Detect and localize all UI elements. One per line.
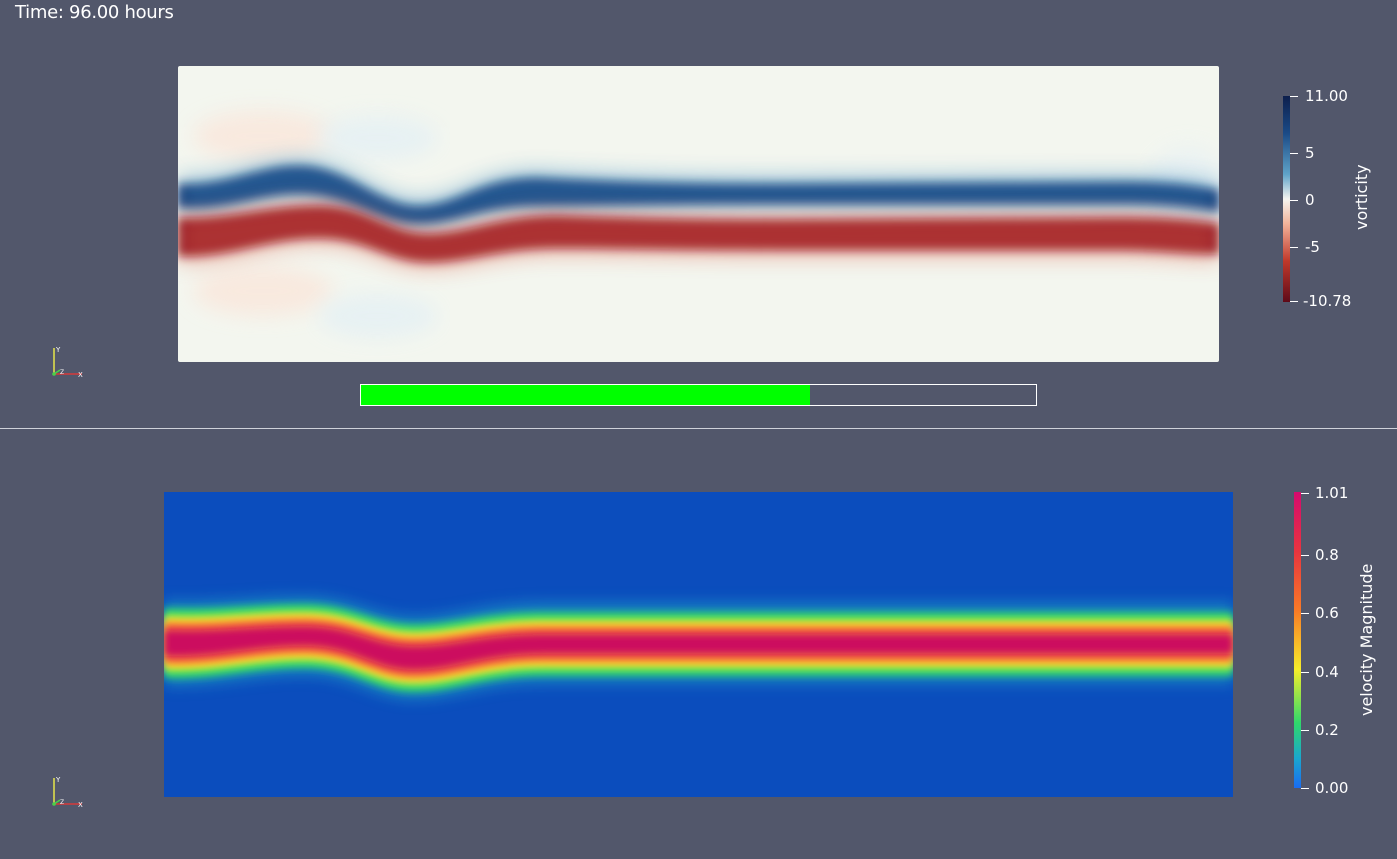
colorbar-tick-label: 0.4 [1315, 663, 1339, 681]
axis-z-label: Z [60, 799, 64, 806]
axis-y-label: Y [55, 346, 61, 354]
colorbar-title: velocity Magnitude [1357, 563, 1376, 716]
axis-x-label: X [78, 371, 83, 378]
progress-bar-fill [361, 385, 810, 405]
colorbar-tick [1290, 200, 1298, 201]
colorbar-tick [1290, 96, 1298, 97]
colorbar-tick-label: 1.01 [1315, 484, 1349, 502]
colorbar-tick-label: -5 [1305, 238, 1320, 256]
colorbar-tick [1301, 672, 1309, 673]
time-annotation: Time: 96.00 hours [15, 2, 174, 23]
colorbar-tick-label: 5 [1305, 144, 1315, 162]
vorticity-field-plot [178, 66, 1219, 362]
axis-x-label: X [78, 801, 83, 808]
colorbar-tick [1290, 301, 1298, 302]
colorbar-tick-label: 0.8 [1315, 546, 1339, 564]
colorbar-tick [1301, 788, 1309, 789]
velocity-view[interactable]: 1.01 0.8 0.6 0.4 0.2 0.00 velocity Magni… [0, 430, 1397, 859]
progress-bar [360, 384, 1037, 406]
axis-y-label: Y [55, 776, 61, 784]
velocity-colorbar[interactable] [1294, 492, 1301, 788]
orientation-axes-widget: Y X Z [48, 774, 88, 808]
colorbar-tick [1301, 730, 1309, 731]
colorbar-tick [1301, 555, 1309, 556]
view-divider[interactable] [0, 428, 1397, 429]
colorbar-tick [1301, 493, 1309, 494]
axis-z-label: Z [60, 369, 64, 376]
colorbar-tick [1301, 613, 1309, 614]
colorbar-tick-label: 11.00 [1305, 87, 1348, 105]
colorbar-tick-label: 0.00 [1315, 779, 1349, 797]
velocity-field-plot [164, 492, 1233, 797]
colorbar-tick-label: 0.6 [1315, 604, 1339, 622]
orientation-axes-widget: Y X Z [48, 344, 88, 378]
colorbar-tick-label: 0 [1305, 191, 1315, 209]
colorbar-tick [1290, 153, 1298, 154]
colorbar-tick [1290, 247, 1298, 248]
vorticity-view[interactable]: 11.00 5 0 -5 -10.78 vorticity Y X Z [0, 0, 1397, 428]
colorbar-tick-label: -10.78 [1303, 292, 1352, 310]
vorticity-colorbar[interactable] [1283, 96, 1290, 302]
colorbar-title: vorticity [1352, 164, 1371, 230]
colorbar-tick-label: 0.2 [1315, 721, 1339, 739]
